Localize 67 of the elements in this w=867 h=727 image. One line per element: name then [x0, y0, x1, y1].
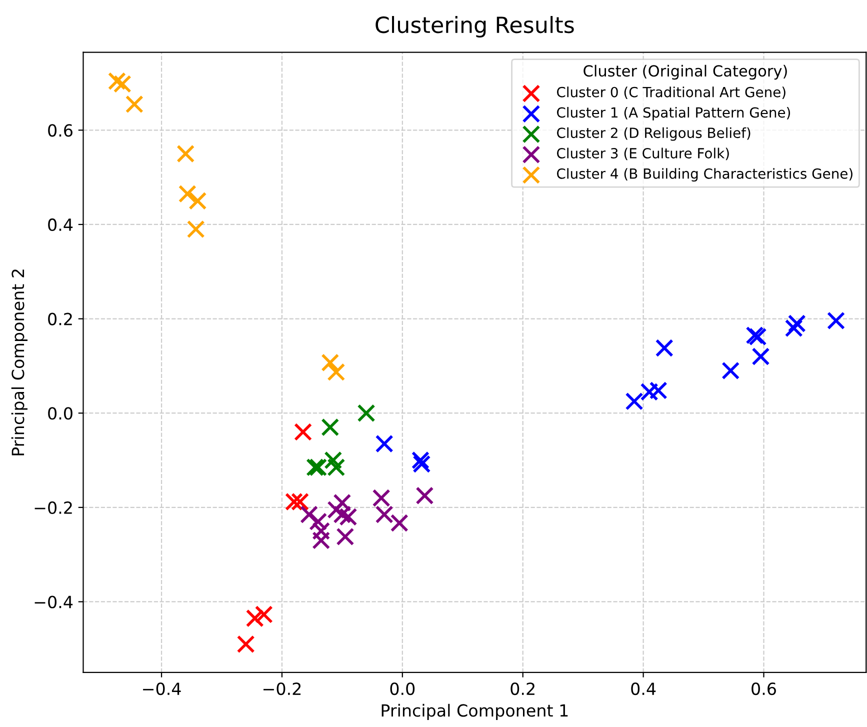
y-tick-label: 0.6 [48, 124, 72, 137]
point [176, 144, 195, 163]
point [333, 494, 352, 512]
point [748, 328, 767, 346]
point [246, 609, 264, 628]
point [722, 362, 740, 380]
point [375, 434, 394, 453]
y-tick-label: 0.0 [48, 407, 72, 420]
point [640, 382, 658, 401]
point [390, 514, 408, 532]
y-tick-label: −0.4 [34, 596, 73, 608]
point [312, 531, 330, 550]
point [321, 354, 340, 372]
point [336, 528, 354, 546]
y-tick-label: 0.4 [48, 218, 73, 232]
point [375, 505, 394, 524]
point [236, 635, 255, 654]
point [188, 192, 207, 210]
point [324, 451, 342, 470]
legend-title: Cluster (Original Category) [584, 64, 787, 80]
x-tick-label: 0.2 [510, 682, 534, 696]
x-tick-label: 0.4 [631, 682, 656, 696]
point [416, 486, 434, 505]
x-tick-label: −0.2 [264, 682, 301, 696]
point [321, 418, 340, 436]
x-tick-label: −0.4 [143, 682, 181, 696]
point [186, 220, 205, 238]
legend-label: Cluster 2 (D Religous Belief) [557, 127, 750, 141]
point [178, 184, 196, 203]
point [649, 381, 668, 400]
point [309, 512, 328, 531]
legend-label: Cluster 4 (B Building Characteristics Gene) [557, 168, 852, 182]
point [300, 505, 318, 524]
x-axis-title: Principal Component 1 [382, 704, 568, 720]
legend-label: Cluster 3 (E Culture Folk) [557, 148, 729, 160]
y-tick-label: 0.2 [48, 312, 72, 326]
point [746, 326, 764, 344]
y-axis-title: Principal Component 2 [11, 270, 28, 456]
point [784, 319, 803, 338]
point [254, 605, 273, 624]
point [357, 404, 376, 422]
point [291, 492, 310, 511]
point [788, 314, 806, 332]
x-tick-label: 0.0 [390, 682, 415, 696]
point [125, 95, 144, 114]
point [113, 74, 132, 93]
point [655, 339, 674, 358]
point [333, 505, 352, 524]
x-tick-label: 0.6 [752, 682, 776, 696]
point [752, 348, 770, 366]
legend-label: Cluster 0 (C Traditional Art Gene) [557, 86, 786, 99]
legend-label: Cluster 1 (A Spatial Pattern Gene) [557, 106, 790, 120]
chart-title: Clustering Results [376, 16, 574, 38]
point [108, 72, 126, 90]
point [327, 500, 346, 519]
y-tick-label: −0.2 [34, 501, 72, 514]
point [327, 363, 346, 382]
point [827, 312, 846, 330]
point [412, 455, 431, 474]
point [625, 392, 644, 410]
point [411, 451, 430, 470]
point [306, 458, 324, 476]
point [312, 522, 330, 540]
point [294, 422, 312, 441]
point [285, 492, 304, 511]
point [339, 508, 358, 526]
point [372, 488, 390, 507]
